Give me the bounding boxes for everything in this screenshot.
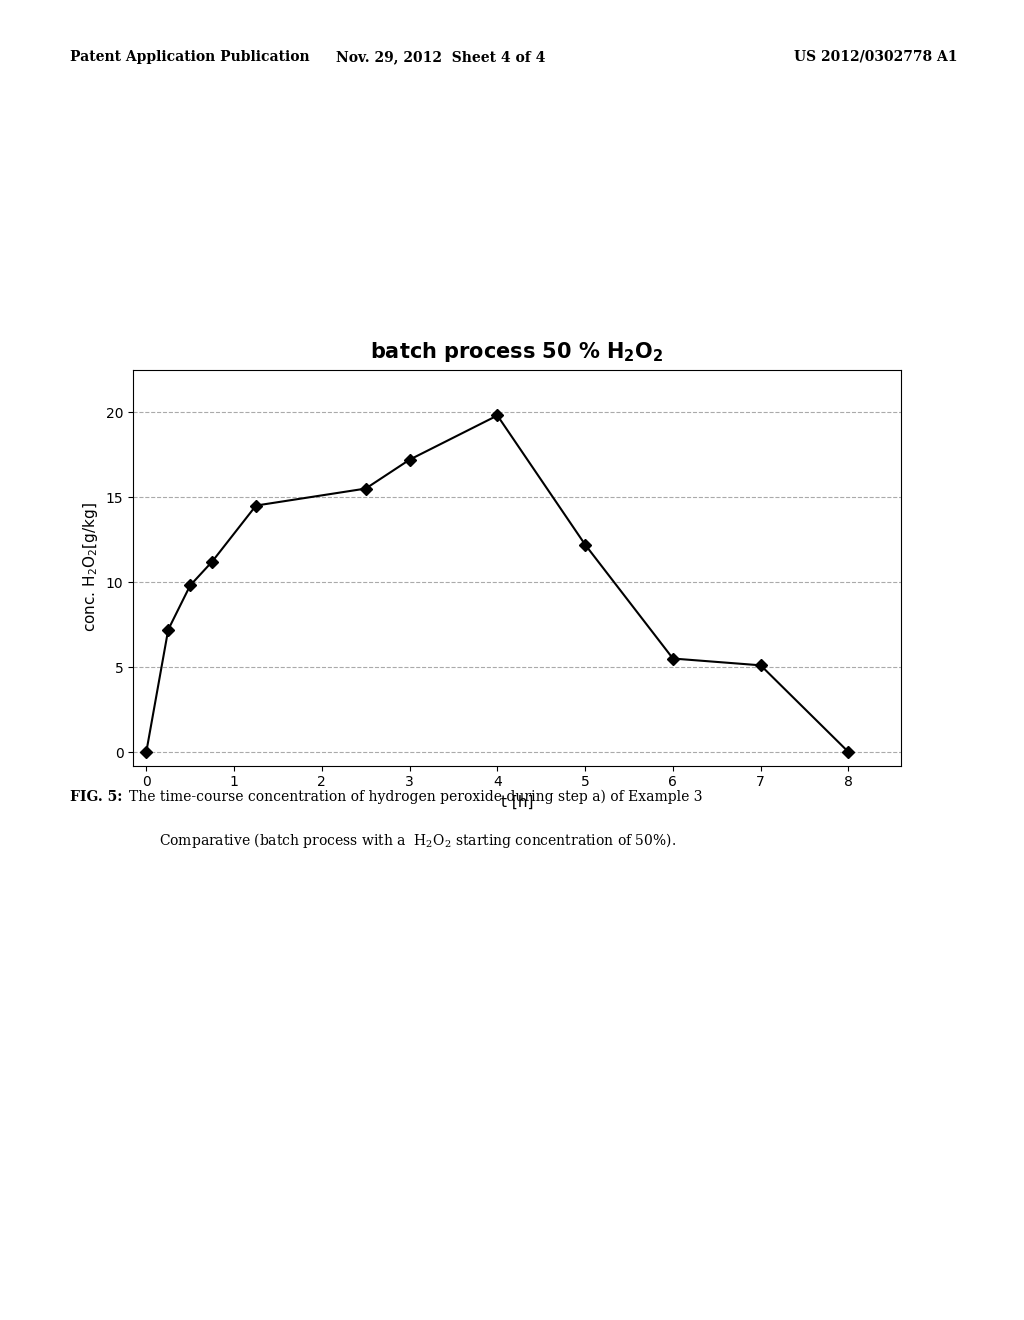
Y-axis label: conc. $\mathregular{H_2O_2}$[g/kg]: conc. $\mathregular{H_2O_2}$[g/kg] bbox=[81, 503, 100, 632]
X-axis label: t [h]: t [h] bbox=[501, 795, 534, 810]
Text: Comparative (batch process with a  $\mathregular{H_2O_2}$ starting concentration: Comparative (batch process with a $\math… bbox=[159, 832, 676, 850]
Text: The time-course concentration of hydrogen peroxide during step a) of Example 3: The time-course concentration of hydroge… bbox=[129, 789, 702, 804]
Title: batch process 50 % $\mathregular{H_2O_2}$: batch process 50 % $\mathregular{H_2O_2}… bbox=[371, 341, 664, 364]
Text: US 2012/0302778 A1: US 2012/0302778 A1 bbox=[794, 50, 957, 63]
Text: FIG. 5:: FIG. 5: bbox=[70, 789, 122, 804]
Text: Nov. 29, 2012  Sheet 4 of 4: Nov. 29, 2012 Sheet 4 of 4 bbox=[336, 50, 545, 63]
Text: Patent Application Publication: Patent Application Publication bbox=[70, 50, 309, 63]
